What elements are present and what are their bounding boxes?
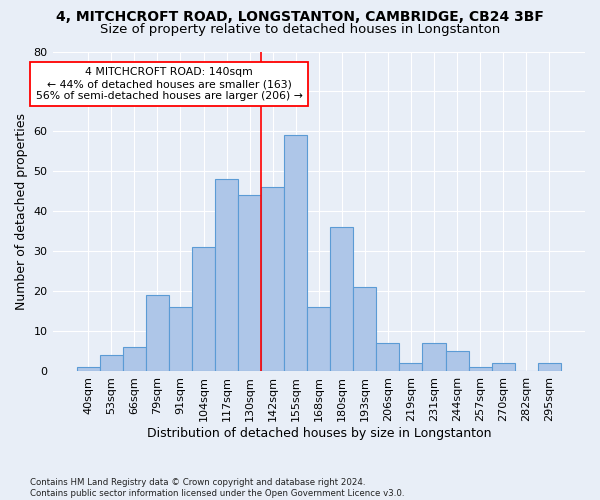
Bar <box>100 356 123 372</box>
Text: 4, MITCHCROFT ROAD, LONGSTANTON, CAMBRIDGE, CB24 3BF: 4, MITCHCROFT ROAD, LONGSTANTON, CAMBRID… <box>56 10 544 24</box>
Y-axis label: Number of detached properties: Number of detached properties <box>15 113 28 310</box>
X-axis label: Distribution of detached houses by size in Longstanton: Distribution of detached houses by size … <box>146 427 491 440</box>
Bar <box>169 308 192 372</box>
Bar <box>307 308 330 372</box>
Bar <box>192 248 215 372</box>
Text: Contains HM Land Registry data © Crown copyright and database right 2024.
Contai: Contains HM Land Registry data © Crown c… <box>30 478 404 498</box>
Bar <box>446 352 469 372</box>
Bar <box>261 188 284 372</box>
Bar <box>146 296 169 372</box>
Bar <box>538 364 561 372</box>
Bar <box>123 348 146 372</box>
Bar <box>353 288 376 372</box>
Bar <box>376 344 400 371</box>
Bar <box>400 364 422 372</box>
Bar <box>491 364 515 372</box>
Bar <box>422 344 446 371</box>
Bar <box>284 136 307 372</box>
Bar <box>77 368 100 372</box>
Bar <box>469 368 491 372</box>
Bar <box>330 228 353 372</box>
Bar <box>215 180 238 372</box>
Text: Size of property relative to detached houses in Longstanton: Size of property relative to detached ho… <box>100 22 500 36</box>
Text: 4 MITCHCROFT ROAD: 140sqm
← 44% of detached houses are smaller (163)
56% of semi: 4 MITCHCROFT ROAD: 140sqm ← 44% of detac… <box>35 68 302 100</box>
Bar <box>238 196 261 372</box>
